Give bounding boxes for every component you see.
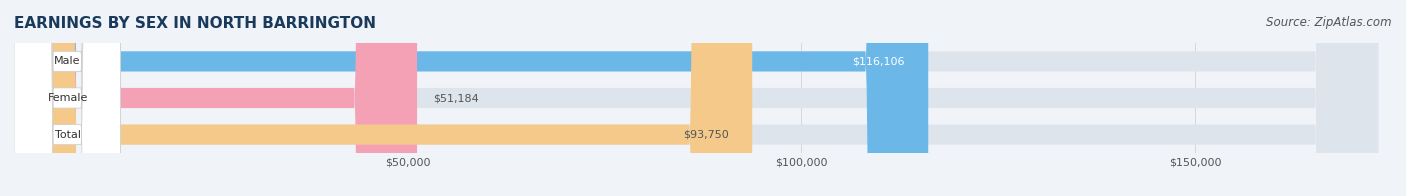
FancyBboxPatch shape [14,0,1378,196]
FancyBboxPatch shape [14,0,121,196]
FancyBboxPatch shape [14,0,1378,196]
Text: $93,750: $93,750 [683,130,728,140]
Text: $116,106: $116,106 [852,56,904,66]
Text: Male: Male [55,56,82,66]
Text: Source: ZipAtlas.com: Source: ZipAtlas.com [1267,16,1392,29]
Text: Total: Total [55,130,80,140]
Text: $51,184: $51,184 [433,93,478,103]
FancyBboxPatch shape [14,0,418,196]
Text: EARNINGS BY SEX IN NORTH BARRINGTON: EARNINGS BY SEX IN NORTH BARRINGTON [14,16,375,31]
FancyBboxPatch shape [14,0,121,196]
FancyBboxPatch shape [14,0,1378,196]
Text: Female: Female [48,93,87,103]
FancyBboxPatch shape [14,0,752,196]
FancyBboxPatch shape [14,0,121,196]
FancyBboxPatch shape [14,0,928,196]
